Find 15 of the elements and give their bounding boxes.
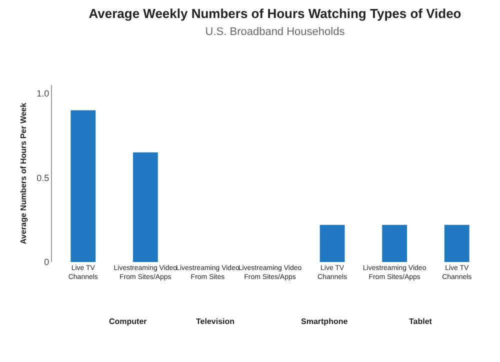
chart-subtitle: U.S. Broadband Households: [205, 26, 346, 38]
y-tick-label: 0.5: [36, 172, 50, 183]
text: Smartphone: [301, 317, 348, 326]
y-axis-title: Average Numbers of Hours Per Week: [19, 102, 28, 244]
chart-title: Average Weekly Numbers of Hours Watching Types of Video: [88, 6, 462, 22]
bar: [320, 224, 345, 262]
bar: [444, 224, 470, 262]
bar: [70, 110, 96, 262]
bar: [382, 224, 408, 262]
bar: [132, 152, 158, 262]
text: Television: [196, 317, 235, 326]
y-tick-label: 1.0: [36, 88, 50, 99]
text: Computer: [109, 317, 147, 326]
y-tick-label: 0: [44, 257, 50, 268]
text: Tablet: [409, 317, 432, 326]
